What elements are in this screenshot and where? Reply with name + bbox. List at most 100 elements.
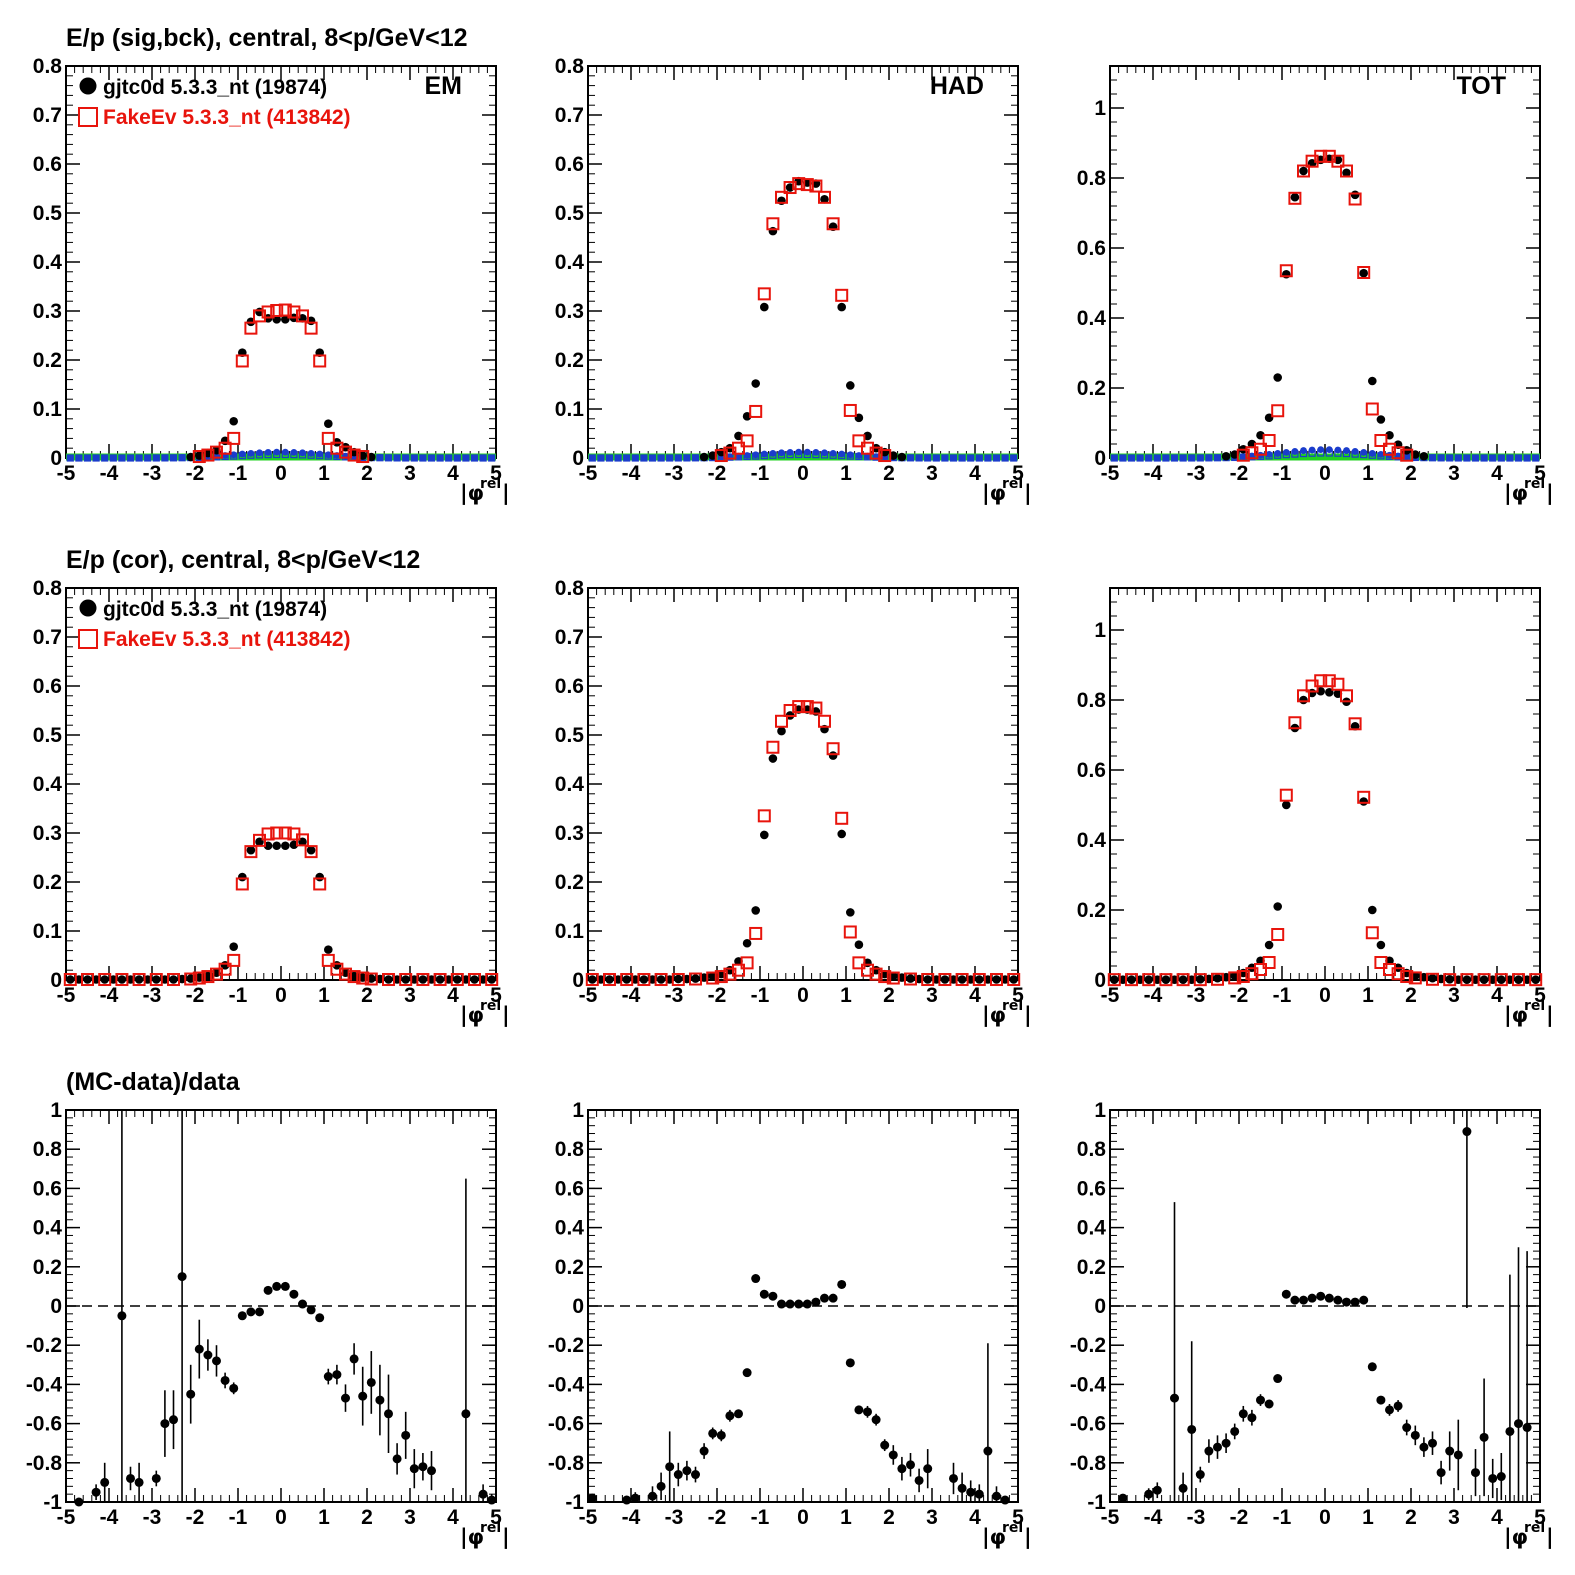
mc-point	[1159, 973, 1173, 987]
plot-frame	[1109, 65, 1541, 459]
x-tick-label: -4	[1144, 1506, 1163, 1529]
ratio-point	[1281, 1289, 1291, 1299]
background-point-data	[238, 450, 246, 458]
background-point-data	[101, 454, 109, 462]
background-point-mc	[846, 452, 854, 460]
x-axis-label-sup: rel	[1002, 1520, 1023, 1536]
data-point	[828, 751, 838, 760]
chart-panel: -5 -4 -3 -2 -1 0 1 2 3 4 5 0 0.1 0.2 0.3 0.4 0.5 0.6 0.7 0.…	[555, 577, 1032, 1028]
mc-point	[1331, 677, 1345, 691]
x-axis-label-close: |	[1546, 1003, 1554, 1028]
background-point-mc	[410, 454, 418, 462]
ratio-point	[1350, 1297, 1360, 1307]
y-tick-label: -0.2	[26, 1334, 62, 1357]
ratio-point	[1290, 1295, 1300, 1305]
background-point-mc	[281, 450, 289, 459]
background-point-mc	[436, 454, 444, 462]
mc-point	[382, 973, 395, 987]
mc-point	[1314, 149, 1328, 163]
background-point-mc	[820, 451, 829, 459]
data-point	[1376, 940, 1386, 950]
background-point-data	[967, 454, 975, 462]
background-point-mc	[967, 454, 975, 462]
background-point-data	[975, 454, 983, 462]
chart-panel: -5 -4 -3 -2 -1 0 1 2 3 4 5 0 0.1 0.2 0.3 0.4 0.5 0.6 0.7 0.…	[555, 55, 1032, 506]
y-tick-label: 0.4	[33, 1217, 63, 1240]
background-point-data	[674, 454, 682, 462]
ratio-point	[1238, 1409, 1248, 1419]
x-tick-label: 2	[883, 1506, 895, 1529]
mc-point	[278, 826, 292, 840]
ratio-point	[392, 1454, 402, 1464]
background-point-mc	[1001, 454, 1009, 462]
mc-point	[654, 973, 668, 987]
background-point-mc	[1196, 454, 1204, 462]
x-axis-label: |φ	[1504, 1525, 1528, 1550]
background-point-data	[657, 454, 665, 462]
mc-point	[313, 354, 327, 368]
data-point	[315, 872, 325, 882]
data-point	[751, 906, 760, 915]
background-point-mc	[786, 451, 794, 459]
ratio-point	[289, 1289, 299, 1299]
x-tick-label: -1	[229, 462, 248, 485]
ratio-point	[1152, 1485, 1162, 1495]
panel-tag: TOT	[1456, 72, 1506, 100]
background-point-mc	[1205, 454, 1213, 462]
x-tick-label: 4	[969, 462, 981, 485]
data-point	[1359, 797, 1368, 806]
ratio-point	[237, 1311, 247, 1321]
y-tick-label: 0.4	[555, 251, 585, 274]
mc-point	[1426, 972, 1439, 986]
background-point-data	[127, 454, 134, 462]
ratio-point	[298, 1299, 307, 1309]
data-point	[1445, 975, 1454, 984]
y-tick-label: 0.6	[33, 153, 62, 176]
mc-point	[287, 305, 301, 319]
ratio-point	[914, 1475, 924, 1485]
background-point-mc	[605, 454, 614, 462]
background-point-mc	[1532, 454, 1540, 462]
x-tick-label: -1	[229, 1506, 248, 1529]
x-tick-label: 2	[1405, 1506, 1417, 1529]
mc-point	[1297, 689, 1310, 703]
mc-point	[1176, 973, 1190, 987]
y-tick-label: 0.2	[555, 349, 584, 372]
ratio-point	[478, 1489, 488, 1499]
background-point-mc	[1010, 454, 1018, 462]
data-point	[699, 452, 709, 462]
background-point-data	[462, 454, 470, 462]
background-point-mc	[1110, 454, 1118, 462]
mc-point	[637, 973, 651, 987]
background-point-data	[640, 454, 648, 462]
chart-panel: -5 -4 -3 -2 -1 0 1 2 3 4 5 -1 -0.8 -0.6 -0.4 -0.2 0 0.2 0.…	[1070, 1099, 1554, 1550]
mc-point	[1460, 973, 1474, 987]
data-point	[751, 379, 760, 388]
panel-tag: EM	[425, 72, 463, 100]
background-point-data	[419, 454, 427, 462]
data-point	[837, 829, 846, 839]
y-tick-label: 0.5	[555, 202, 585, 225]
data-point	[846, 908, 855, 917]
background-point-data	[118, 454, 126, 462]
x-tick-label: -5	[57, 462, 76, 485]
background-point-mc	[126, 454, 135, 462]
mc-point	[1314, 674, 1328, 688]
mc-point	[270, 304, 284, 318]
mc-point	[1279, 264, 1293, 278]
background-point-mc	[941, 454, 949, 462]
x-tick-label: -4	[100, 462, 119, 485]
background-point-data	[161, 454, 169, 462]
mc-point	[115, 973, 129, 987]
ratio-point	[1221, 1438, 1231, 1448]
background-point-mc	[691, 454, 700, 462]
data-point	[1144, 975, 1153, 984]
mc-point	[904, 972, 917, 986]
background-point-mc	[1454, 454, 1462, 462]
mc-point	[261, 827, 275, 841]
background-point-data	[393, 454, 401, 462]
data-point	[897, 452, 907, 462]
data-point	[1299, 695, 1308, 705]
background-point-mc	[230, 452, 238, 460]
